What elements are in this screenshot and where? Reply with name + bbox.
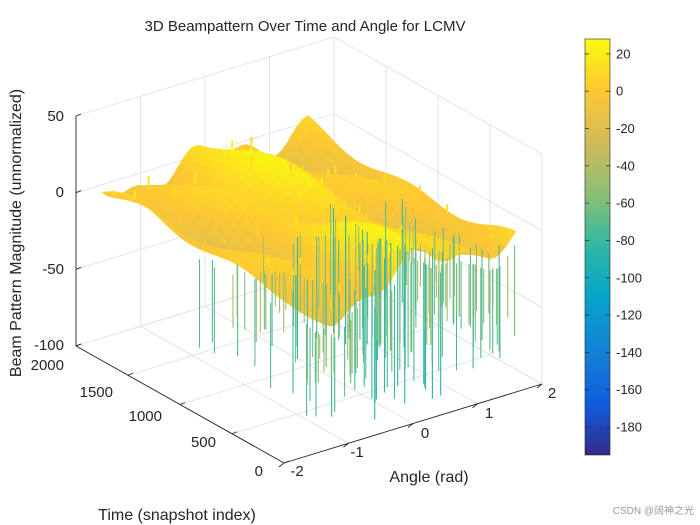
surface-plot <box>101 115 517 420</box>
colorbar-tick-label: -180 <box>616 420 642 435</box>
z-tick-mark <box>75 113 82 117</box>
y-tick-mark <box>179 402 186 405</box>
x-axis-label: Angle (rad) <box>389 469 468 486</box>
y-tick-mark <box>127 372 134 376</box>
colorbar-tick-label: -160 <box>616 382 642 397</box>
y-tick-label: 2000 <box>31 357 64 374</box>
z-tick-mark <box>75 266 82 270</box>
colorbar-ticks: 20 0 -20 -40 -60 -80 -100 -120 -140 -160 -180 <box>585 46 642 435</box>
x-tick-mark <box>407 423 414 428</box>
y-tick-mark <box>283 460 290 464</box>
watermark: CSDN @阔神之光 <box>613 504 694 517</box>
colorbar <box>584 38 611 456</box>
z-tick-mark <box>75 343 82 347</box>
gridline-y <box>179 95 439 405</box>
y-tick-label: 1500 <box>80 384 113 401</box>
z-tick-label: 0 <box>56 184 64 201</box>
x-tick-label: -2 <box>290 463 303 480</box>
colorbar-tick-label: -80 <box>616 233 635 248</box>
x-tick-mark <box>278 462 285 468</box>
x-tick-mark <box>343 442 349 448</box>
y-tick-mark <box>231 431 238 435</box>
x-tick-mark <box>472 403 478 409</box>
colorbar-tick-label: 0 <box>616 84 623 99</box>
colorbar-tick-label: -20 <box>616 121 635 136</box>
x-tick-label: 2 <box>548 385 556 402</box>
z-tick-mark <box>75 190 82 194</box>
colorbar-tick-label: -100 <box>616 270 642 285</box>
z-axis-label: Beam Pattern Magnitude (unnormalized) <box>8 89 25 377</box>
gridline-y <box>231 124 491 435</box>
x-tick-mark <box>536 383 543 389</box>
colorbar-tick-label: -60 <box>616 196 635 211</box>
colorbar-tick-label: 20 <box>616 46 630 61</box>
colorbar-tick-label: -120 <box>616 308 642 323</box>
z-tick-labels: 50 0 -50 -100 <box>34 108 64 354</box>
x-tick-label: -1 <box>350 444 363 461</box>
y-axis-label: Time (snapshot index) <box>98 507 256 524</box>
z-tick-label: -100 <box>34 337 64 354</box>
y-tick-label: 0 <box>255 463 263 480</box>
x-tick-labels: -2 -1 0 1 2 <box>290 385 556 480</box>
colorbar-tick-label: -40 <box>616 158 635 173</box>
colorbar-tick-label: -140 <box>616 345 642 360</box>
x-tick-label: 1 <box>485 405 493 422</box>
z-tick-label: 50 <box>47 108 64 125</box>
z-tick-label: -50 <box>42 261 64 278</box>
axis-lines <box>75 113 543 468</box>
chart-title: 3D Beampattern Over Time and Angle for L… <box>145 18 466 35</box>
x-tick-label: 0 <box>421 425 429 442</box>
y-tick-labels: 2000 1500 1000 500 0 <box>31 357 263 480</box>
y-tick-label: 500 <box>191 434 216 451</box>
y-tick-label: 1000 <box>129 408 162 425</box>
